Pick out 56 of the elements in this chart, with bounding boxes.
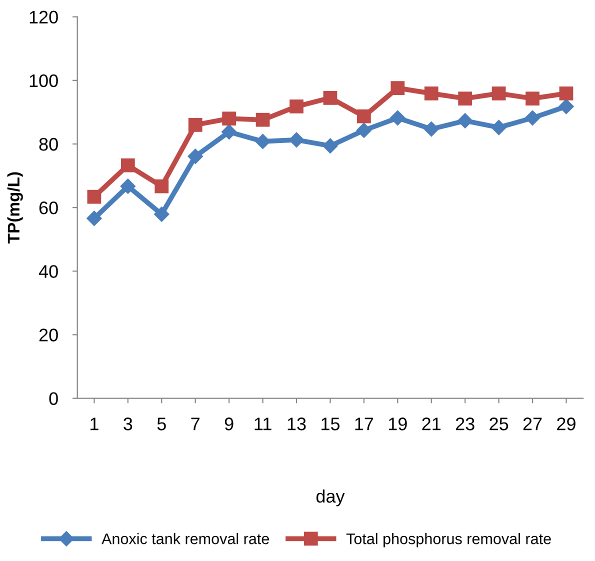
x-tick-label: 7 — [191, 418, 200, 430]
x-tick-label: 11 — [254, 418, 272, 430]
x-tick-label: 17 — [355, 418, 374, 430]
point — [188, 118, 202, 132]
point — [154, 206, 170, 222]
point — [424, 86, 438, 100]
y-tick-label: 80 — [39, 138, 58, 151]
point — [154, 179, 169, 194]
point — [222, 124, 237, 140]
x-tick-label: 5 — [157, 418, 166, 430]
point — [491, 120, 506, 136]
point — [356, 109, 371, 124]
point — [188, 148, 203, 164]
x-tick-label: 3 — [124, 418, 132, 430]
point — [356, 122, 372, 138]
x-tick-label: 1 — [90, 418, 98, 430]
point — [222, 112, 236, 126]
x-tick-label: 15 — [322, 418, 340, 430]
point — [458, 113, 473, 128]
point — [120, 158, 135, 172]
point — [288, 132, 304, 148]
point — [290, 100, 304, 114]
x-tick-label: 19 — [388, 418, 407, 430]
point — [524, 110, 540, 126]
x-tick-label: 21 — [422, 418, 441, 430]
point — [322, 138, 338, 154]
y-tick-label: 120 — [30, 10, 58, 24]
y-tick-label: 100 — [30, 74, 58, 88]
point — [492, 86, 506, 100]
point — [86, 210, 102, 226]
x-tick-label: 29 — [557, 418, 576, 430]
point — [87, 190, 102, 204]
x-tick-label: 13 — [288, 418, 306, 430]
point — [390, 110, 406, 126]
legend-label: Anoxic tank removal rate — [102, 533, 269, 544]
point — [120, 178, 136, 194]
y-tick-label: 40 — [38, 265, 58, 278]
x-tick-label: 9 — [224, 418, 234, 430]
x-axis-title: day — [316, 489, 345, 506]
point — [526, 92, 540, 106]
y-tick-label: 0 — [49, 392, 58, 406]
y-tick-label: 60 — [39, 202, 58, 214]
point — [256, 112, 270, 127]
x-tick-label: 27 — [523, 418, 542, 430]
y-tick-label: 20 — [39, 328, 58, 342]
point — [255, 134, 270, 150]
point — [458, 92, 472, 106]
x-tick-label: 25 — [490, 418, 508, 430]
point — [323, 90, 338, 105]
point — [558, 98, 574, 114]
x-tick-label: 23 — [456, 418, 474, 430]
point — [559, 86, 574, 100]
point — [390, 81, 405, 95]
point — [424, 121, 439, 137]
legend-label: Total phosphorus removal rate — [346, 533, 551, 548]
y-axis-title: TP(mg/L) — [7, 172, 23, 244]
